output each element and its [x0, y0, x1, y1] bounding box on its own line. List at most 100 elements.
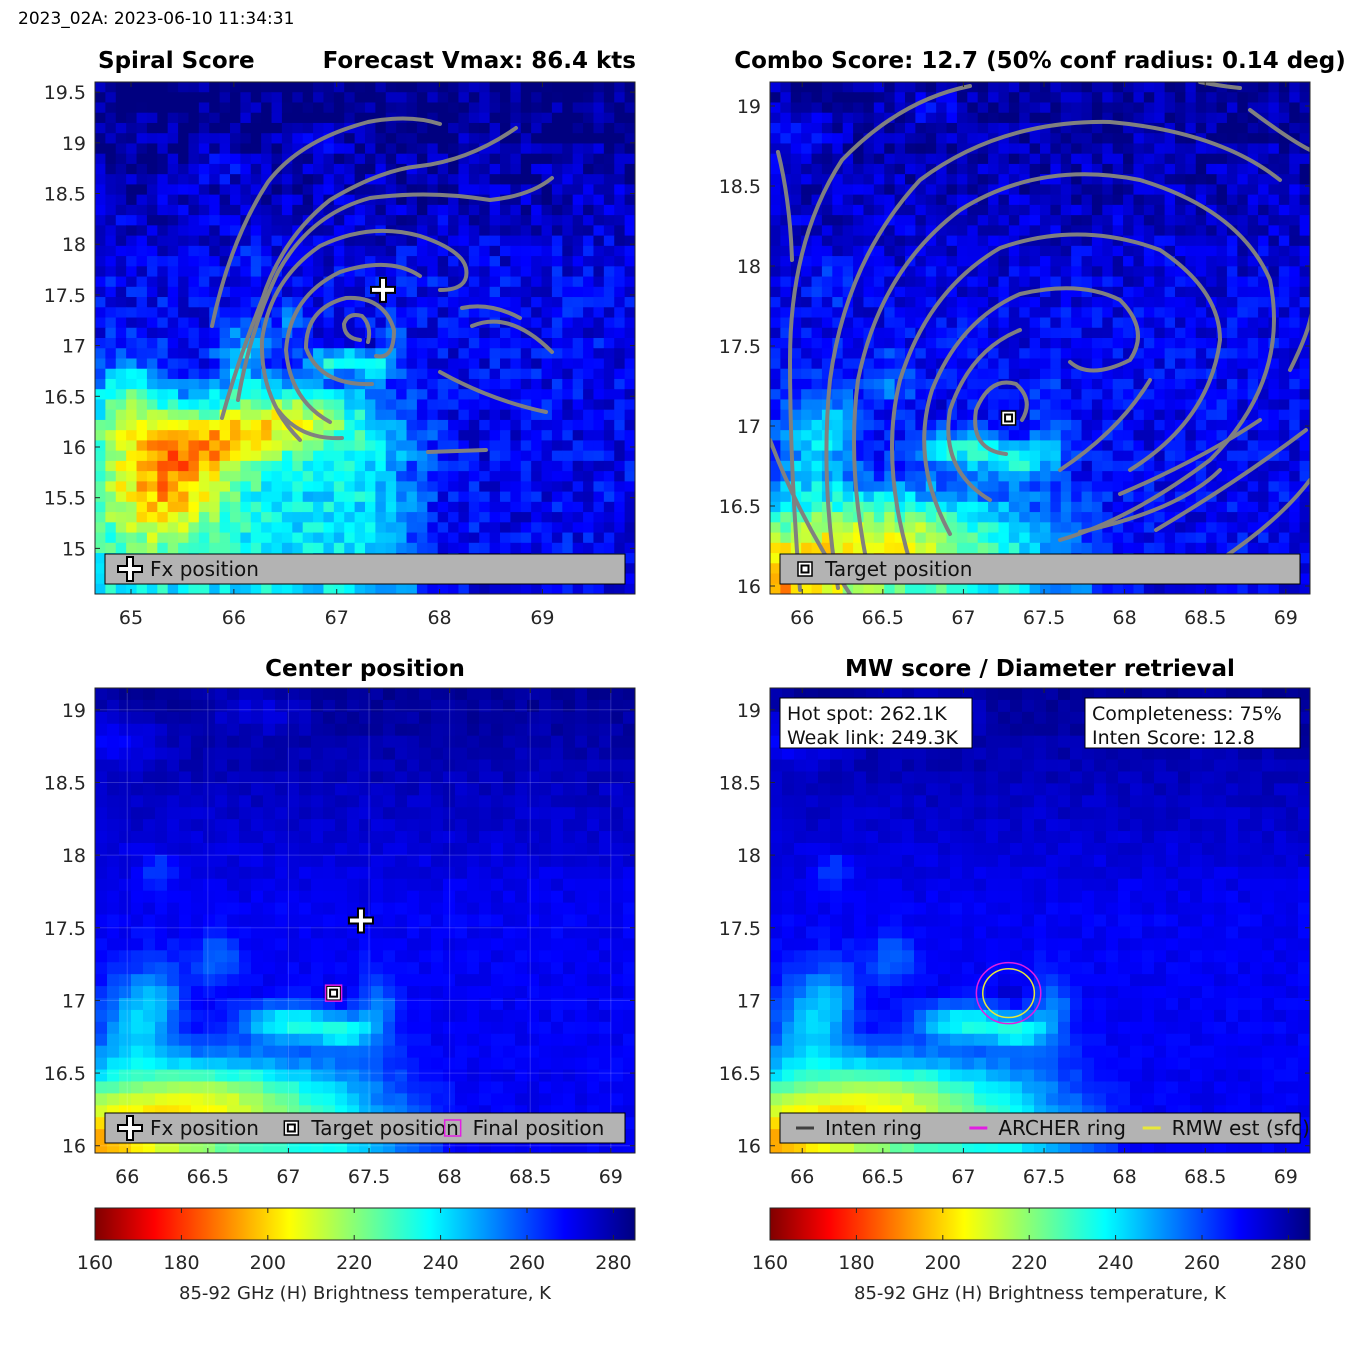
heatmap-cell	[593, 297, 605, 308]
heatmap-cell	[95, 399, 106, 411]
heatmap-cell	[801, 389, 813, 401]
heatmap-cell	[946, 317, 958, 329]
heatmap-cell	[115, 358, 127, 370]
heatmap-cell	[946, 522, 958, 534]
heatmap-cell	[198, 215, 210, 226]
heatmap-cell	[1289, 307, 1301, 319]
heatmap-cell	[437, 512, 449, 523]
heatmap-cell	[790, 338, 802, 349]
heatmap-cell	[770, 327, 781, 339]
heatmap-cell	[946, 92, 958, 104]
heatmap-cell	[770, 112, 781, 124]
heatmap-cell	[1040, 297, 1051, 308]
heatmap-cell	[406, 389, 418, 401]
heatmap-cell	[1289, 82, 1301, 93]
heatmap-cell	[770, 194, 781, 206]
contour-line	[210, 116, 442, 328]
heatmap-cell	[1112, 184, 1124, 196]
heatmap-cell	[1278, 276, 1290, 288]
heatmap-cell	[593, 102, 605, 114]
heatmap-cell	[853, 235, 865, 247]
heatmap-cell	[1029, 440, 1041, 452]
heatmap-cell	[1091, 82, 1103, 93]
heatmap-cell	[1029, 184, 1041, 196]
heatmap-cell	[95, 92, 106, 104]
heatmap-cell	[853, 419, 865, 431]
heatmap-cell	[126, 92, 138, 104]
heatmap-cell	[375, 450, 387, 462]
heatmap-cell	[115, 440, 127, 452]
heatmap-cell	[1226, 409, 1238, 421]
heatmap-cell	[1164, 297, 1176, 308]
heatmap-cell	[614, 286, 626, 298]
heatmap-cell	[489, 163, 501, 175]
heatmap-cell	[95, 419, 106, 431]
heatmap-cell	[1175, 215, 1186, 226]
heatmap-cell	[842, 266, 854, 278]
heatmap-cell	[240, 112, 252, 124]
heatmap-cell	[375, 82, 387, 93]
heatmap-cell	[1258, 399, 1270, 411]
heatmap-cell	[1289, 450, 1301, 462]
heatmap-cell	[115, 583, 127, 594]
heatmap-cell	[261, 481, 273, 493]
heatmap-cell	[1029, 471, 1041, 482]
heatmap-cell	[167, 143, 179, 155]
heatmap-cell	[1050, 174, 1062, 185]
heatmap-cell	[396, 583, 408, 594]
heatmap-cell	[292, 266, 304, 278]
heatmap-cell	[1185, 481, 1197, 493]
heatmap-cell	[489, 276, 501, 288]
heatmap-cell	[354, 235, 366, 247]
heatmap-cell	[780, 409, 792, 421]
heatmap-cell	[593, 317, 605, 329]
heatmap-cell	[770, 143, 781, 155]
heatmap-cell	[541, 286, 553, 298]
heatmap-cell	[915, 235, 927, 247]
heatmap-cell	[333, 82, 345, 93]
heatmap-cell	[925, 143, 937, 155]
heatmap-cell	[292, 542, 304, 554]
heatmap-cell	[1216, 297, 1228, 308]
heatmap-cell	[292, 143, 304, 155]
heatmap-cell	[396, 501, 408, 513]
heatmap-cell	[1206, 348, 1218, 360]
heatmap-cell	[770, 184, 781, 196]
heatmap-cell	[801, 276, 813, 288]
heatmap-cell	[1154, 266, 1166, 278]
heatmap-cell	[905, 378, 916, 390]
heatmap-cell	[1112, 204, 1124, 216]
heatmap-cell	[1040, 471, 1051, 482]
heatmap-cell	[884, 501, 896, 513]
heatmap-cell	[946, 358, 958, 370]
heatmap-cell	[396, 532, 408, 544]
heatmap-cell	[115, 276, 127, 288]
heatmap-cell	[500, 532, 511, 544]
heatmap-cell	[136, 440, 148, 452]
heatmap-cell	[1050, 276, 1062, 288]
heatmap-cell	[884, 389, 896, 401]
heatmap-cell	[946, 184, 958, 196]
heatmap-cell	[1175, 163, 1186, 175]
heatmap-cell	[250, 501, 262, 513]
heatmap-cell	[1102, 256, 1114, 267]
heatmap-cell	[541, 348, 553, 360]
heatmap-cell	[95, 317, 106, 329]
heatmap-cell	[1289, 409, 1301, 421]
heatmap-cell	[500, 409, 511, 421]
heatmap-cell	[458, 82, 470, 93]
heatmap-cell	[956, 317, 968, 329]
heatmap-cell	[1060, 215, 1072, 226]
heatmap-cell	[396, 542, 408, 554]
heatmap-cell	[593, 266, 605, 278]
heatmap-cell	[801, 481, 813, 493]
heatmap-cell	[458, 450, 470, 462]
heatmap-cell	[281, 307, 293, 319]
heatmap-cell	[1154, 92, 1166, 104]
heatmap-cell	[1278, 430, 1290, 441]
heatmap-cell	[365, 266, 376, 278]
heatmap-cell	[396, 266, 408, 278]
heatmap-cell	[157, 92, 169, 104]
heatmap-cell	[1164, 419, 1176, 431]
heatmap-cell	[427, 368, 439, 380]
